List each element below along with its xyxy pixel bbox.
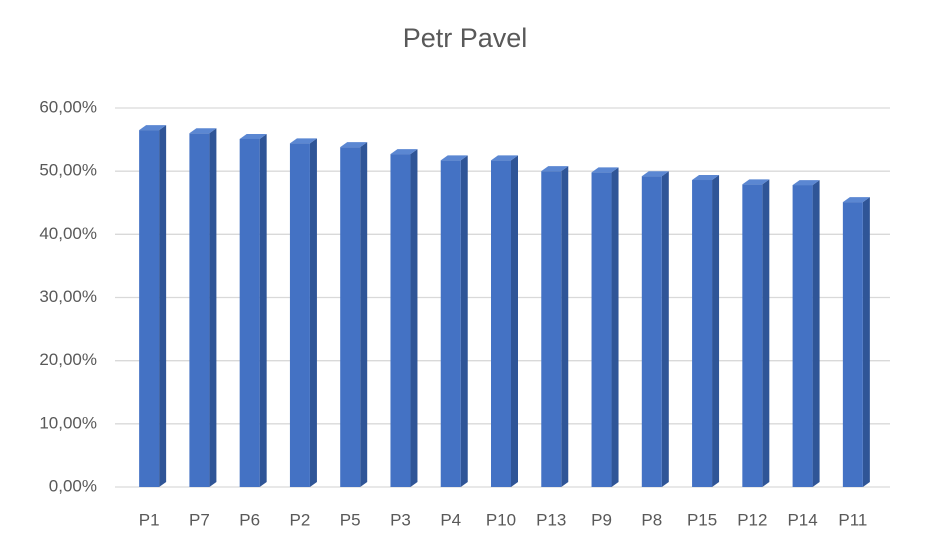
x-tick-label: P14 xyxy=(787,510,817,529)
bar-top xyxy=(139,125,167,131)
x-tick-label: P1 xyxy=(139,510,160,529)
bar-top xyxy=(541,166,569,172)
bar-side xyxy=(309,138,317,487)
bar-front xyxy=(742,184,763,487)
bar-front xyxy=(189,133,210,487)
bar-front xyxy=(139,130,160,487)
bar-side xyxy=(460,155,468,487)
bar-front xyxy=(239,138,260,487)
bar xyxy=(189,128,217,487)
x-tick-label: P5 xyxy=(340,510,361,529)
bar-top xyxy=(742,179,770,185)
bar xyxy=(591,167,619,487)
x-tick-label: P10 xyxy=(486,510,516,529)
y-tick-label: 10,00% xyxy=(39,413,97,432)
bar-side xyxy=(209,128,217,487)
bar-top xyxy=(641,171,669,177)
bar-top xyxy=(692,175,720,181)
bar-front xyxy=(491,160,511,487)
x-tick-label: P12 xyxy=(737,510,767,529)
bar-front xyxy=(792,185,813,487)
bar-front xyxy=(440,160,461,487)
bar-front xyxy=(340,147,361,487)
bar-front xyxy=(289,143,310,487)
bar-side xyxy=(762,179,770,487)
bar-side xyxy=(712,175,720,487)
bar-side xyxy=(661,171,669,487)
y-tick-label: 40,00% xyxy=(39,224,97,243)
bar-front xyxy=(591,172,612,487)
bar-side xyxy=(611,167,619,487)
x-tick-label: P8 xyxy=(641,510,662,529)
bar-side xyxy=(360,142,368,487)
chart-title: Petr Pavel xyxy=(403,23,528,53)
y-tick-label: 0,00% xyxy=(49,476,97,495)
bar-top xyxy=(591,167,619,173)
bar xyxy=(239,133,267,487)
bar xyxy=(842,197,870,487)
x-tick-label: P9 xyxy=(591,510,612,529)
bar xyxy=(641,171,669,487)
bar xyxy=(289,138,317,487)
bar-front xyxy=(641,176,662,487)
bar-top xyxy=(340,142,368,148)
bar-front xyxy=(692,180,713,487)
y-tick-label: 30,00% xyxy=(39,287,97,306)
x-tick-label: P6 xyxy=(239,510,260,529)
bar-front xyxy=(842,202,863,487)
bar-side xyxy=(862,197,870,487)
bar-top xyxy=(390,149,418,155)
bar-side xyxy=(561,166,569,487)
bar xyxy=(692,175,720,487)
bar-side xyxy=(812,180,820,487)
bar-front xyxy=(541,171,562,487)
bar-side xyxy=(259,133,267,487)
bar xyxy=(491,155,518,487)
bar xyxy=(440,155,468,487)
bar xyxy=(541,166,569,487)
bar-top xyxy=(491,155,518,161)
bar-top xyxy=(239,133,267,139)
bar-side xyxy=(511,155,518,487)
bar xyxy=(742,179,770,487)
x-tick-label: P11 xyxy=(838,510,867,529)
x-tick-label: P15 xyxy=(687,510,717,529)
bar-top xyxy=(189,128,217,134)
bar-top xyxy=(440,155,468,161)
x-tick-label: P3 xyxy=(390,510,411,529)
x-tick-label: P13 xyxy=(536,510,566,529)
x-tick-label: P2 xyxy=(290,510,311,529)
bar-side xyxy=(159,125,167,487)
bar xyxy=(139,125,167,487)
bar-top xyxy=(289,138,317,144)
bar xyxy=(340,142,368,487)
y-tick-label: 60,00% xyxy=(39,97,97,116)
y-tick-label: 20,00% xyxy=(39,350,97,369)
bar-top xyxy=(842,197,870,203)
x-tick-label: P4 xyxy=(440,510,461,529)
bar-side xyxy=(410,149,418,487)
bar-top xyxy=(792,180,820,186)
y-tick-label: 50,00% xyxy=(39,161,97,180)
x-tick-label: P7 xyxy=(189,510,210,529)
bar xyxy=(390,149,418,487)
bar-front xyxy=(390,154,411,487)
bar xyxy=(792,180,820,487)
